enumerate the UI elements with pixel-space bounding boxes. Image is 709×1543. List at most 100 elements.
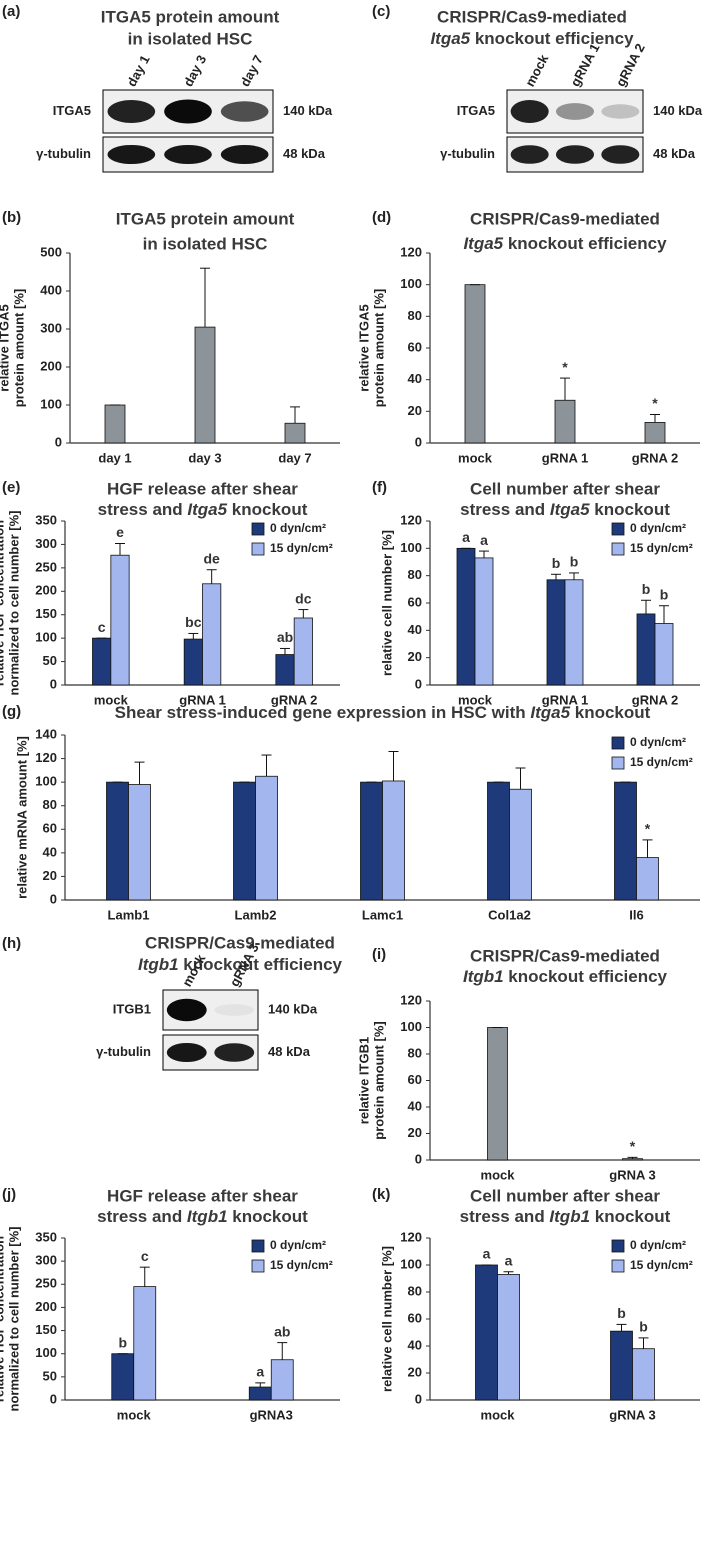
panel-label: (d)	[372, 209, 391, 226]
x-tick-label: gRNA 2	[632, 450, 678, 465]
x-tick-label: day 3	[188, 450, 221, 465]
legend-label: 15 dyn/cm²	[270, 541, 333, 555]
significance-label: *	[652, 395, 658, 411]
bar	[233, 781, 256, 901]
y-tick-label: 250	[35, 1276, 57, 1291]
y-tick-label: 120	[400, 1229, 422, 1244]
legend-swatch	[251, 1239, 265, 1253]
y-tick-label: 20	[408, 1125, 422, 1140]
chart-title: Itga5 knockout efficiency	[463, 234, 667, 253]
x-tick-label: Lamb1	[108, 907, 150, 922]
y-axis-label: relative mRNA amount [%]	[14, 736, 29, 899]
lane-label: day 1	[124, 53, 153, 89]
bar	[110, 554, 130, 686]
error-bar	[188, 632, 199, 640]
chart-title: HGF release after shear	[107, 1186, 298, 1205]
y-tick-label: 200	[40, 358, 62, 373]
y-tick-label: 20	[408, 649, 422, 664]
bar	[644, 422, 666, 444]
title-segment: Shear stress-induced gene expression in …	[115, 703, 531, 722]
title-segment: knockout efficiency	[503, 234, 667, 253]
y-tick-label: 60	[408, 339, 422, 354]
y-tick-label: 60	[408, 594, 422, 609]
y-tick-label: 350	[35, 1229, 57, 1244]
panel-label: (e)	[2, 479, 20, 496]
blot-band	[220, 101, 269, 122]
x-tick-label: gRNA 3	[609, 1167, 655, 1182]
y-tick-label: 0	[415, 676, 422, 691]
y-tick-label: 50	[43, 1368, 57, 1383]
panel-label: (c)	[372, 3, 390, 20]
bar	[474, 557, 494, 686]
panel-label: (g)	[2, 703, 21, 720]
bar	[456, 547, 476, 686]
bar	[632, 1348, 655, 1401]
x-tick-label: mock	[94, 692, 129, 707]
blot-title: ITGA5 protein amount	[101, 7, 280, 26]
y-tick-label: 500	[40, 244, 62, 259]
blot-title: CRISPR/Cas9-mediated	[145, 933, 335, 952]
y-tick-label: 80	[408, 1045, 422, 1060]
y-tick-label: 0	[50, 676, 57, 691]
legend-swatch	[611, 736, 625, 750]
y-tick-label: 40	[43, 844, 57, 859]
chart-title: stress and Itgb1 knockout	[460, 1207, 671, 1226]
chart-title: CRISPR/Cas9-mediated	[470, 209, 660, 228]
y-tick-label: 100	[35, 630, 57, 645]
chart-title: CRISPR/Cas9-mediated	[470, 946, 660, 965]
error-bar	[641, 599, 651, 614]
y-tick-label: 40	[408, 622, 422, 637]
y-tick-label: 60	[408, 1072, 422, 1087]
y-tick-label: 80	[408, 308, 422, 323]
chart-title: Itgb1 knockout efficiency	[463, 967, 668, 986]
y-axis-label: protein amount [%]	[371, 1021, 386, 1139]
y-tick-label: 100	[400, 1019, 422, 1034]
y-axis-label: relative cell number [%]	[379, 530, 394, 676]
blot-title: Itga5 knockout efficiency	[430, 29, 634, 48]
significance-label: *	[562, 359, 568, 375]
legend-swatch	[611, 1239, 625, 1253]
bar	[128, 784, 151, 901]
x-tick-label: gRNA 1	[542, 692, 588, 707]
panel-label: (j)	[2, 1186, 16, 1203]
blot-title: Itgb1 knockout efficiency	[138, 955, 343, 974]
error-bar	[551, 573, 561, 580]
x-tick-label: day 1	[98, 450, 131, 465]
size-label: 48 kDa	[283, 146, 326, 161]
legend-swatch	[251, 1259, 265, 1273]
significance-label: a	[505, 1252, 513, 1268]
panel-label: (a)	[2, 3, 20, 20]
significance-label: *	[630, 1138, 636, 1154]
error-bar	[298, 609, 309, 618]
y-tick-label: 40	[408, 1098, 422, 1113]
legend-label: 0 dyn/cm²	[270, 1238, 326, 1252]
panel-label: (f)	[372, 479, 387, 496]
blot-band	[601, 104, 640, 119]
blot-band	[555, 103, 595, 120]
size-label: 48 kDa	[268, 1044, 311, 1059]
y-tick-label: 50	[43, 653, 57, 668]
x-tick-label: day 7	[278, 450, 311, 465]
y-tick-label: 100	[35, 774, 57, 789]
x-tick-label: mock	[458, 692, 493, 707]
legend-label: 0 dyn/cm²	[630, 735, 686, 749]
y-axis-label: normalized to cell number [%]	[6, 1227, 21, 1412]
y-tick-label: 400	[40, 282, 62, 297]
significance-label: b	[642, 581, 651, 597]
y-axis-label: relative ITGA5	[356, 304, 371, 391]
chart-title: Cell number after shear	[470, 479, 660, 498]
significance-label: c	[141, 1248, 149, 1264]
y-tick-label: 120	[400, 512, 422, 527]
error-bar	[261, 754, 272, 777]
title-segment: Itga5	[530, 703, 570, 722]
row-label: ITGA5	[53, 103, 91, 118]
error-bar	[479, 550, 489, 558]
significance-label: a	[462, 529, 470, 545]
y-tick-label: 80	[43, 797, 57, 812]
legend-swatch	[611, 756, 625, 770]
y-tick-label: 80	[408, 567, 422, 582]
error-bar	[139, 1266, 150, 1287]
x-tick-label: mock	[458, 450, 493, 465]
row-label: γ-tubulin	[440, 146, 495, 161]
bar	[92, 637, 112, 686]
